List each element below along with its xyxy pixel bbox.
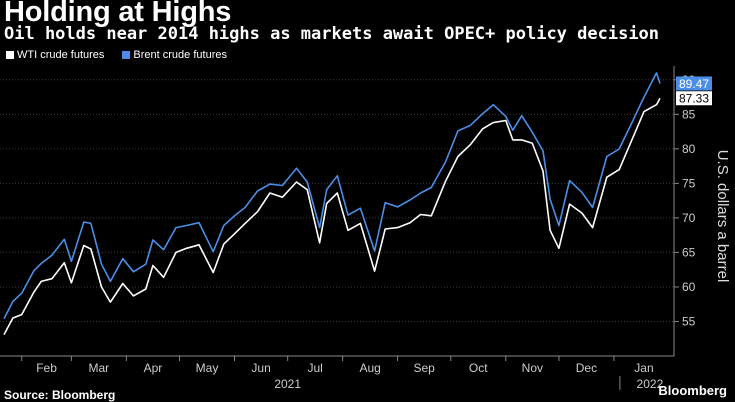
x-tick-label-May: May [196,361,219,375]
end-label-text-brent: 89.47 [679,77,709,91]
legend-item-wti: WTI crude futures [6,49,104,61]
chart-subtitle: Oil holds near 2014 highs as markets awa… [4,24,660,44]
x-tick-label-Nov: Nov [522,361,543,375]
x-tick-label-Apr: Apr [144,361,163,375]
series-line-wti [3,97,661,335]
series-line-brent [3,72,661,320]
y-axis-label: U.S. dollars a barrel [714,150,731,283]
year-label-2021: 2021 [274,377,301,391]
x-tick-label-Oct: Oct [469,361,488,375]
grid-lines [0,79,674,322]
y-tick-label-55: 55 [682,314,696,328]
y-tick-label-60: 60 [682,280,696,294]
y-tick-label-75: 75 [682,176,696,190]
legend-swatch-wti [6,51,14,59]
end-label-box-brent [676,76,712,91]
x-tick-label-Aug: Aug [359,361,380,375]
x-tick-label-Jul: Jul [307,361,322,375]
legend-label-brent: Brent crude futures [133,49,227,61]
end-label-wti: 87.33 [676,91,712,106]
y-tick-label-70: 70 [682,211,696,225]
year-label-2022: 2022 [637,377,664,391]
x-tick-label-Feb: Feb [36,361,57,375]
end-label-box-wti [676,91,712,106]
legend-item-brent: Brent crude futures [122,49,227,61]
y-tick-label-65: 65 [682,245,696,259]
series-lines [3,72,661,335]
end-label-text-wti: 87.33 [679,92,709,106]
y-tick-label-80: 80 [682,142,696,156]
y-axis-ticks: 5560657075808590 [673,66,696,356]
x-tick-label-Jun: Jun [251,361,270,375]
end-label-brent: 89.47 [676,76,712,91]
brand-logo: Bloomberg [658,383,727,398]
y-tick-label-85: 85 [682,107,696,121]
source-note: Source: Bloomberg [4,388,116,402]
x-axis-ticks: Feb Mar Apr May Jun Jul Aug Sep Oct Nov Dec Jan 2021… [0,355,674,391]
chart-legend: WTI crude futures Brent crude futures [6,49,227,61]
x-tick-label-Dec: Dec [576,361,597,375]
x-tick-label-Mar: Mar [89,361,110,375]
legend-swatch-brent [122,51,131,59]
x-tick-label-Jan: Jan [634,361,653,375]
legend-label-wti: WTI crude futures [17,49,105,61]
x-tick-label-Sep: Sep [414,361,436,375]
chart-title: Holding at Highs [4,0,232,28]
